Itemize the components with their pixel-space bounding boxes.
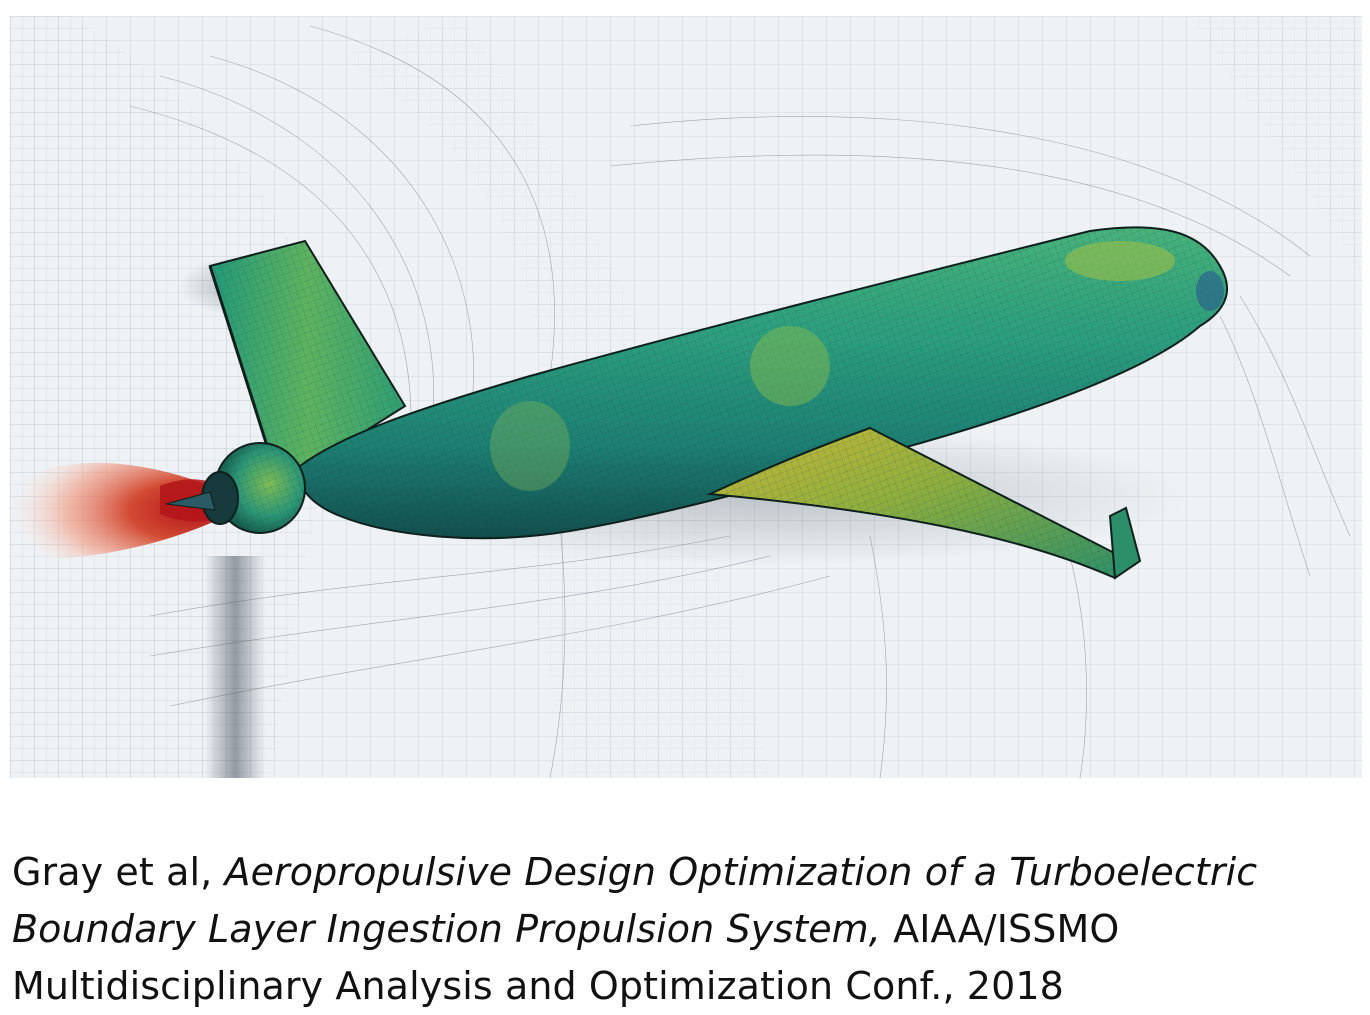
pressure-patch [490, 401, 570, 491]
nose-cap [1196, 271, 1224, 311]
tail-cone [165, 491, 216, 511]
refined-mesh-region [1190, 16, 1362, 276]
citation-title-line-1: Aeropropulsive Design Optimization of a … [224, 850, 1258, 894]
citation-line-2: Boundary Layer Ingestion Propulsion Syst… [12, 901, 1352, 958]
citation: Gray et al, Aeropropulsive Design Optimi… [12, 844, 1352, 1015]
citation-venue: AIAA/ISSMO [893, 907, 1120, 951]
winglet [1108, 506, 1142, 580]
fuselage-mesh [299, 227, 1228, 539]
pressure-patch [1065, 241, 1175, 281]
citation-title-line-2: Boundary Layer Ingestion Propulsion Syst… [12, 907, 881, 951]
pressure-patch [750, 326, 830, 406]
citation-line-1: Gray et al, Aeropropulsive Design Optimi… [12, 844, 1352, 901]
tail-leading-edge [208, 265, 277, 472]
bli-nacelle-mesh [215, 443, 305, 533]
citation-line-3: Multidisciplinary Analysis and Optimizat… [12, 958, 1352, 1015]
citation-conference: Multidisciplinary Analysis and Optimizat… [12, 964, 1064, 1008]
wake-shadow [205, 556, 265, 778]
wing-mesh [710, 428, 1130, 578]
vertical-tail-mesh [210, 241, 405, 471]
aircraft-cfd-image [10, 16, 1362, 778]
citation-authors: Gray et al, [12, 850, 213, 894]
cfd-figure [10, 16, 1362, 778]
